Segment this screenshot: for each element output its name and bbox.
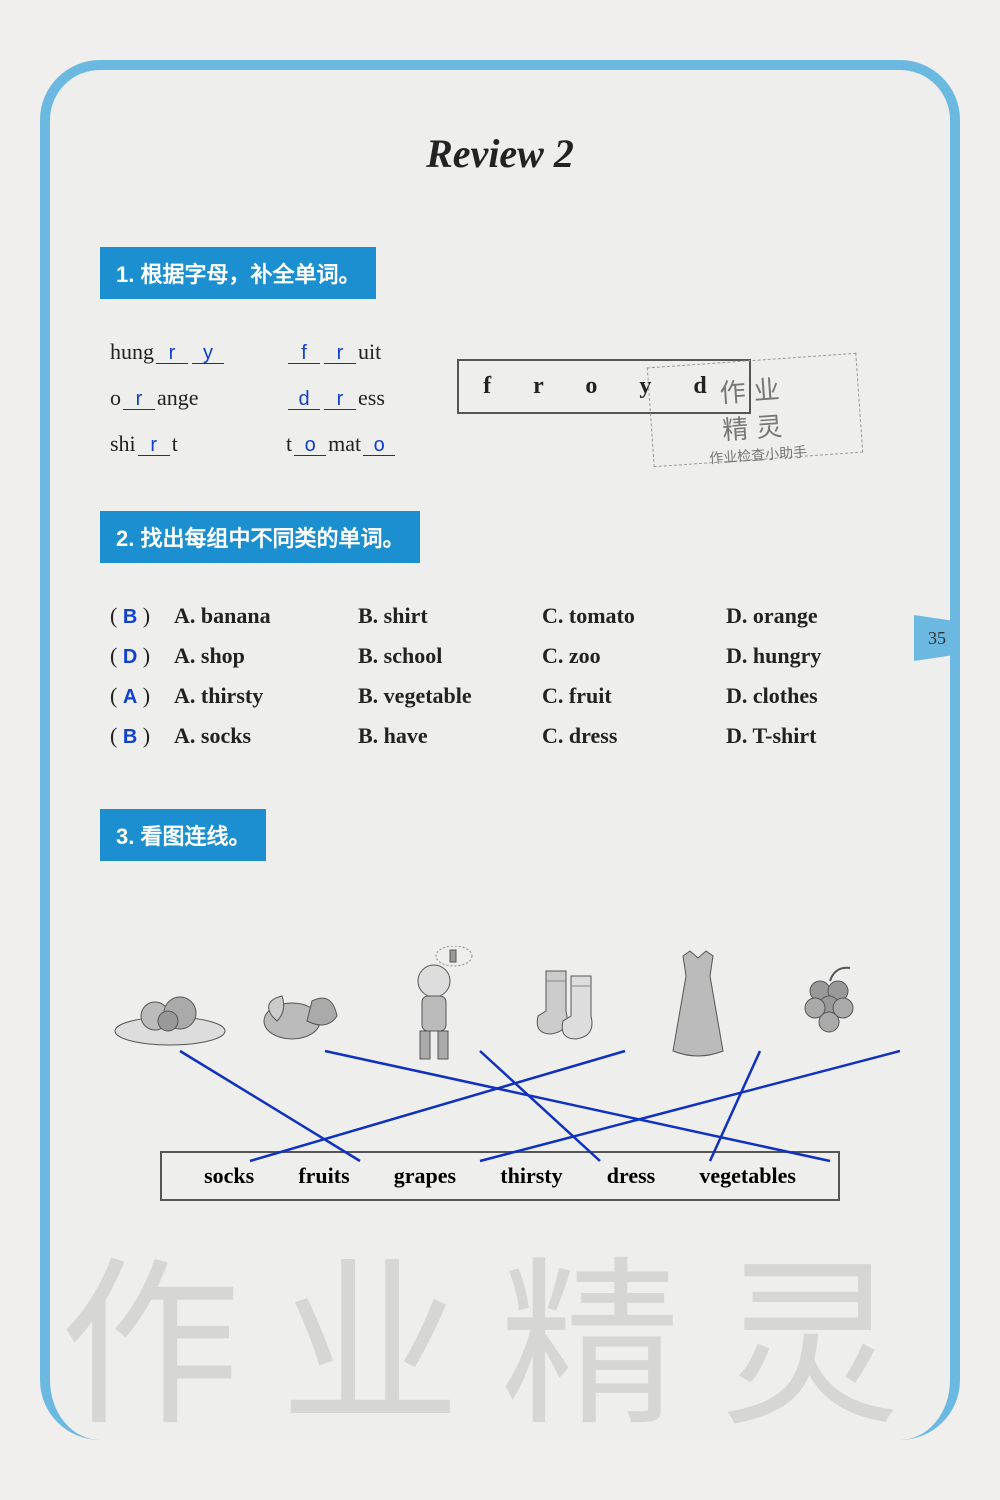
section2-header: 2. 找出每组中不同类的单词。	[100, 511, 420, 563]
mc-option: C. tomato	[542, 603, 722, 629]
mc-row: ( B )A. bananaB. shirtC. tomatoD. orange	[110, 603, 900, 629]
ex1-col1: hungryo r angeshir t	[110, 339, 226, 461]
match-line	[480, 1051, 900, 1161]
answer-blank[interactable]: r	[156, 342, 188, 364]
fill-word: hungry	[110, 339, 226, 369]
pic-fruits-plate	[110, 951, 230, 1061]
answer-blank[interactable]: r	[138, 434, 170, 456]
mc-option: C. zoo	[542, 643, 722, 669]
match-line	[480, 1051, 600, 1161]
answer-cell[interactable]: ( D )	[110, 643, 170, 669]
match-word[interactable]: grapes	[394, 1163, 456, 1189]
fill-word: shir t	[110, 431, 226, 461]
answer-cell[interactable]: ( B )	[110, 723, 170, 749]
word-fragment: ess	[358, 385, 385, 411]
mc-row: ( B )A. socksB. haveC. dressD. T-shirt	[110, 723, 900, 749]
mc-option: B. vegetable	[358, 683, 538, 709]
worksheet-page: 35 作业 精灵 作业检查小助手 Review 2 1. 根据字母，补全单词。 …	[40, 60, 960, 1440]
match-word[interactable]: socks	[204, 1163, 254, 1189]
fill-word: dr ess	[286, 385, 397, 415]
mc-option: D. orange	[726, 603, 906, 629]
section1-header: 1. 根据字母，补全单词。	[100, 247, 376, 299]
mc-option: B. have	[358, 723, 538, 749]
word-fragment: uit	[358, 339, 381, 365]
answer-blank[interactable]: r	[324, 388, 356, 410]
mc-option: C. dress	[542, 723, 722, 749]
pic-dress	[638, 951, 758, 1061]
ex1-col2: fr uitdr essto mato	[286, 339, 397, 461]
word-fragment: o	[110, 385, 121, 411]
fill-word: to mato	[286, 431, 397, 461]
answer-blank[interactable]: f	[288, 342, 320, 364]
fill-word: o r ange	[110, 385, 226, 415]
word-fragment: ange	[157, 385, 199, 411]
page-number-tab: 35	[914, 615, 960, 661]
match-word[interactable]: fruits	[298, 1163, 349, 1189]
answer-blank[interactable]: r	[324, 342, 356, 364]
pic-socks	[506, 951, 626, 1061]
exercise2: ( B )A. bananaB. shirtC. tomatoD. orange…	[100, 603, 900, 749]
page-title: Review 2	[100, 130, 900, 177]
mc-option: B. shirt	[358, 603, 538, 629]
mc-option: A. shop	[174, 643, 354, 669]
exercise3: socks fruits grapes thirsty dress vegetables	[100, 911, 900, 1231]
mc-option: A. thirsty	[174, 683, 354, 709]
answer-cell[interactable]: ( A )	[110, 683, 170, 709]
mc-option: D. T-shirt	[726, 723, 906, 749]
mc-option: A. socks	[174, 723, 354, 749]
word-fragment: t	[286, 431, 292, 457]
answer-blank[interactable]: r	[123, 388, 155, 410]
mc-row: ( D )A. shopB. schoolC. zooD. hungry	[110, 643, 900, 669]
match-word[interactable]: vegetables	[699, 1163, 796, 1189]
mc-option: C. fruit	[542, 683, 722, 709]
match-line	[250, 1051, 625, 1161]
match-line	[180, 1051, 360, 1161]
mc-option: B. school	[358, 643, 538, 669]
word-fragment: mat	[328, 431, 361, 457]
mc-option: D. hungry	[726, 643, 906, 669]
pic-vegetables	[242, 951, 362, 1061]
match-word[interactable]: dress	[607, 1163, 656, 1189]
word-fragment: hung	[110, 339, 154, 365]
stamp-watermark: 作业 精灵 作业检查小助手	[647, 353, 863, 467]
answer-blank[interactable]: o	[294, 434, 326, 456]
picture-row	[100, 911, 900, 1061]
section3-header: 3. 看图连线。	[100, 809, 266, 861]
match-line	[710, 1051, 760, 1161]
word-strip: socks fruits grapes thirsty dress vegetables	[160, 1151, 840, 1201]
pic-grapes	[770, 951, 890, 1061]
pic-thirsty-boy	[374, 951, 494, 1061]
word-fragment: t	[172, 431, 178, 457]
word-fragment: shi	[110, 431, 136, 457]
mc-option: D. clothes	[726, 683, 906, 709]
mc-option: A. banana	[174, 603, 354, 629]
mc-row: ( A )A. thirstyB. vegetableC. fruitD. cl…	[110, 683, 900, 709]
answer-blank[interactable]: y	[192, 342, 224, 364]
answer-cell[interactable]: ( B )	[110, 603, 170, 629]
match-word[interactable]: thirsty	[500, 1163, 562, 1189]
answer-blank[interactable]: d	[288, 388, 320, 410]
match-line	[325, 1051, 830, 1161]
answer-blank[interactable]: o	[363, 434, 395, 456]
fill-word: fr uit	[286, 339, 397, 369]
